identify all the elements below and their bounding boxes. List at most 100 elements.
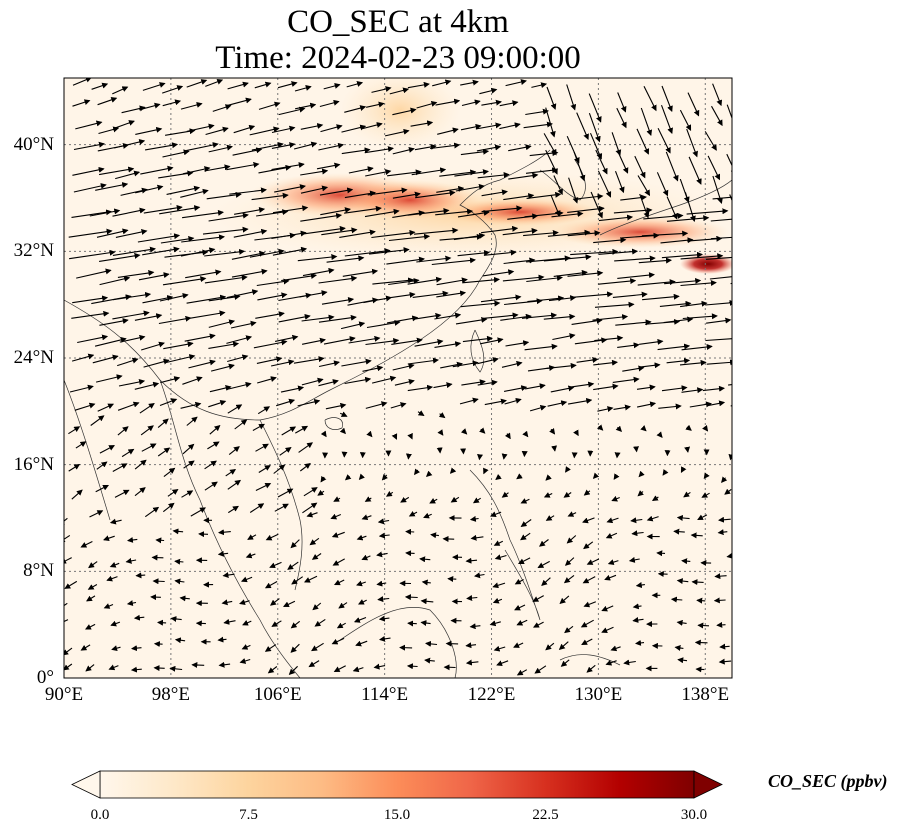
wind-arrow (212, 104, 232, 112)
wind-arrow (567, 205, 605, 213)
wind-arrow (166, 354, 196, 364)
wind-arrow (718, 658, 732, 665)
wind-arrow (475, 122, 502, 130)
wind-arrow (64, 602, 68, 607)
wind-arrow (174, 558, 184, 565)
wind-arrow (290, 539, 300, 549)
wind-arrow (95, 374, 123, 383)
wind-arrow (660, 105, 673, 135)
wind-arrow (353, 616, 367, 623)
wind-arrow (707, 155, 721, 181)
colorbar-tick-label: 22.5 (532, 807, 559, 823)
wind-arrow (705, 256, 732, 260)
wind-arrow (676, 578, 689, 585)
wind-arrow (660, 237, 694, 244)
wind-arrow (392, 107, 417, 116)
wind-arrow (661, 85, 673, 113)
wind-arrow (710, 236, 732, 240)
wind-arrow (681, 343, 713, 351)
wind-arrow (99, 166, 135, 176)
wind-arrow (543, 133, 557, 156)
wind-arrow (264, 581, 278, 589)
wind-arrow (320, 207, 351, 216)
wind-arrow (191, 662, 205, 669)
wind-arrow (611, 132, 622, 156)
wind-arrow (76, 268, 112, 279)
wind-arrow (617, 92, 627, 113)
map-title-line-2: Time: 2024-02-23 09:00:00 (215, 40, 581, 76)
wind-arrow (476, 144, 502, 152)
wind-arrow (632, 617, 644, 623)
x-tick-label: 98°E (151, 684, 190, 705)
wind-arrow (181, 490, 194, 498)
wind-arrow (185, 269, 222, 279)
map-background (64, 78, 732, 678)
wind-arrow (583, 601, 597, 608)
wind-arrow (256, 209, 289, 217)
wind-arrow (549, 427, 556, 435)
x-tick-label: 114°E (361, 684, 409, 705)
wind-arrow (344, 474, 352, 481)
wind-arrow (460, 148, 490, 156)
wind-arrow (280, 385, 305, 393)
wind-arrow (301, 314, 335, 322)
wind-arrow (731, 424, 732, 432)
wind-arrow (691, 579, 704, 586)
wind-arrow (210, 363, 235, 372)
wind-arrow (68, 426, 81, 435)
wind-arrow (411, 167, 447, 176)
wind-arrow (208, 294, 241, 302)
wind-arrow (407, 208, 450, 216)
wind-arrow (297, 398, 321, 407)
wind-arrow (405, 550, 415, 557)
wind-arrow (344, 376, 372, 385)
wind-arrow (385, 490, 394, 497)
wind-arrow (552, 333, 576, 341)
wind-arrow (144, 506, 160, 518)
wind-arrow (529, 404, 547, 412)
wind-arrow (108, 664, 119, 671)
wind-arrow (483, 467, 489, 475)
wind-arrow (706, 359, 732, 366)
wind-arrow (642, 293, 680, 301)
wind-arrow (88, 561, 98, 569)
wind-arrow (160, 376, 181, 384)
wind-arrow (734, 127, 744, 155)
wind-arrow (681, 387, 704, 394)
wind-arrow (142, 82, 166, 91)
wind-arrow (301, 377, 324, 386)
wind-arrow (160, 235, 195, 244)
wind-arrow (596, 424, 604, 431)
wind-arrow (376, 551, 388, 558)
wind-arrow (513, 642, 524, 648)
wind-arrow (110, 620, 121, 627)
wind-arrow (234, 419, 248, 430)
wind-arrow (639, 338, 664, 345)
wind-arrow (182, 376, 203, 385)
wind-arrow (278, 106, 306, 116)
wind-arrow (729, 301, 732, 303)
wind-arrow (630, 517, 643, 524)
wind-arrow (712, 175, 723, 204)
wind-arrow (205, 78, 224, 87)
wind-arrow (340, 321, 366, 330)
wind-arrow (99, 275, 131, 286)
wind-arrow (208, 212, 249, 222)
wind-arrow (674, 645, 684, 651)
wind-arrow (118, 379, 146, 387)
wind-arrow (593, 237, 627, 244)
wind-arrow (453, 232, 486, 241)
wind-arrow (321, 227, 358, 236)
wind-arrow (226, 381, 252, 391)
wind-arrow (633, 446, 639, 453)
wind-arrow (705, 299, 732, 306)
wind-arrow (553, 269, 588, 277)
wind-arrow (73, 141, 105, 151)
wind-arrow (298, 442, 314, 453)
wind-arrow (89, 510, 104, 518)
wind-arrow (614, 255, 656, 262)
wind-arrow (301, 337, 326, 345)
wind-arrow (733, 252, 779, 255)
y-tick-label: 0° (36, 667, 54, 688)
wind-arrow (414, 143, 437, 151)
